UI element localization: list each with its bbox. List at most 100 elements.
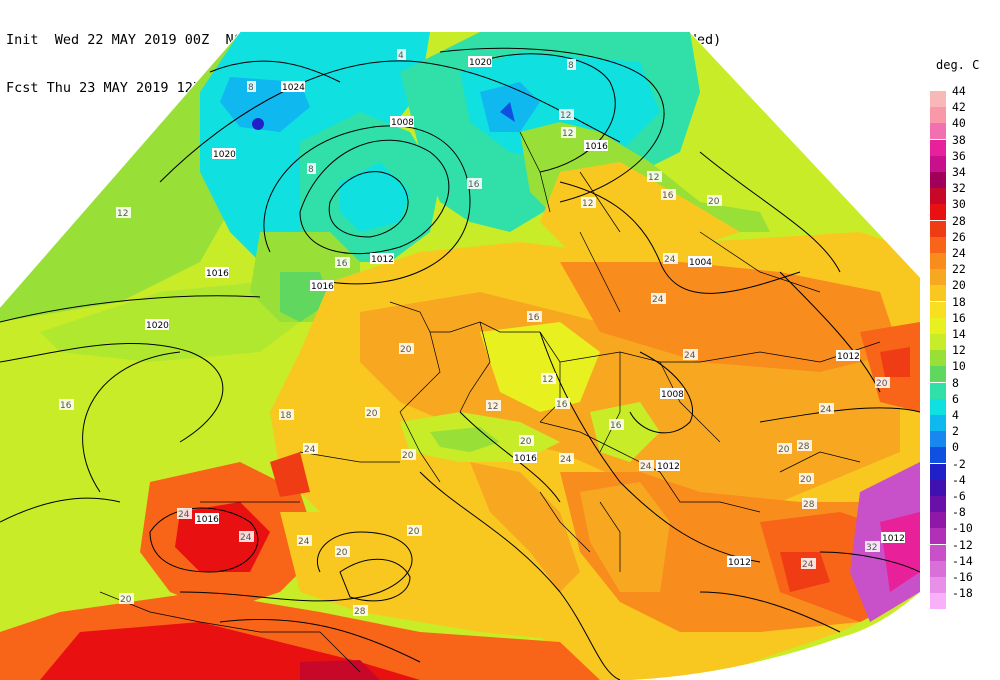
temp-label-bg xyxy=(683,349,698,360)
legend-swatch xyxy=(930,172,946,188)
legend-label: 18 xyxy=(952,294,966,309)
temp-label-bg xyxy=(177,508,192,519)
temp-label: 28 xyxy=(803,500,815,510)
isobar-label: 1016 xyxy=(514,454,537,464)
legend-swatch xyxy=(930,204,946,221)
legend-swatch xyxy=(930,463,946,480)
temp-label-bg xyxy=(335,546,350,557)
isobar-labels: 1024 1020 1008 1016 1012 1004 1016 1020 … xyxy=(145,56,905,568)
temperature-map: 1024 1020 1008 1016 1012 1004 1016 1020 … xyxy=(0,32,920,680)
temp-label-bg xyxy=(365,407,380,418)
legend-swatch xyxy=(930,415,946,431)
legend-label: 32 xyxy=(952,181,966,196)
legend-swatch xyxy=(930,220,946,237)
temp-label: 16 xyxy=(662,191,674,201)
legend-label: 40 xyxy=(952,116,966,131)
temp-label-bg xyxy=(559,109,574,120)
legend-swatch xyxy=(930,398,946,415)
temp-label-bg xyxy=(116,207,131,218)
temp-label-bg xyxy=(397,49,406,60)
temp-label-bg xyxy=(119,593,134,604)
temp-label: 24 xyxy=(802,560,814,570)
temp-label-bg xyxy=(399,343,414,354)
temp-label-bg xyxy=(247,81,256,92)
legend-label: 6 xyxy=(952,391,959,406)
isobar-label: 1004 xyxy=(689,258,712,268)
legend-swatch xyxy=(930,334,946,350)
legend-swatch xyxy=(930,236,946,253)
temp-label-bg xyxy=(707,195,722,206)
legend-swatch xyxy=(930,496,946,512)
legend-swatch xyxy=(930,139,946,156)
temp-label-bg xyxy=(559,453,574,464)
legend-label: 12 xyxy=(952,343,966,358)
legend-label: 22 xyxy=(952,262,966,277)
temp-label: 12 xyxy=(560,111,571,121)
temp-label: 24 xyxy=(304,445,316,455)
temp-label-bg xyxy=(875,377,890,388)
temp-label: 20 xyxy=(876,379,888,389)
isobar-label: 1016 xyxy=(585,142,608,152)
temp-label-bg xyxy=(663,253,678,264)
temp-label-bg xyxy=(661,189,676,200)
temp-label-bg xyxy=(819,403,834,414)
legend-swatch xyxy=(930,269,946,286)
legend-swatch xyxy=(930,560,946,577)
temp-label-bg xyxy=(581,197,596,208)
temp-label-bg xyxy=(555,398,570,409)
legend-label: 44 xyxy=(952,84,966,98)
legend-label: 14 xyxy=(952,327,966,341)
temp-label-bg xyxy=(407,525,422,536)
temp-label: 20 xyxy=(402,451,414,461)
country-borders xyxy=(99,131,881,673)
legend-swatch xyxy=(930,301,946,318)
legend-label: 26 xyxy=(952,229,966,244)
legend-swatch xyxy=(930,317,946,334)
isobar-label: 1012 xyxy=(837,352,860,362)
temp-label-bg xyxy=(609,419,624,430)
isobar-label: 1012 xyxy=(371,255,394,265)
temp-label-bg xyxy=(561,127,576,138)
legend-swatch xyxy=(930,512,946,529)
temp-label: 20 xyxy=(120,595,132,605)
legend-swatch xyxy=(930,447,946,464)
legend-label: 2 xyxy=(952,424,959,439)
legend-label: 16 xyxy=(952,310,966,325)
temp-label: 12 xyxy=(562,129,573,139)
legend-swatch xyxy=(930,285,946,302)
temp-label-bg xyxy=(239,531,254,542)
temp-label-bg xyxy=(797,440,812,451)
legend-title: deg. C xyxy=(936,58,980,72)
temp-label: 16 xyxy=(468,180,480,190)
temp-label: 24 xyxy=(240,533,252,543)
legend-label: 24 xyxy=(952,246,966,260)
legend-label: 4 xyxy=(952,408,959,422)
temp-label-bg xyxy=(647,171,662,182)
isobar-label: 1020 xyxy=(146,321,169,331)
temp-label-bg xyxy=(865,541,880,552)
legend-label: -18 xyxy=(952,586,973,601)
temp-label: 28 xyxy=(798,442,810,452)
temp-label: 20 xyxy=(708,197,720,207)
legend-label: 34 xyxy=(952,165,966,179)
isobar-label: 1012 xyxy=(882,534,905,544)
legend-swatch xyxy=(930,528,946,545)
temp-label-bg xyxy=(353,605,368,616)
legend-label: -16 xyxy=(952,570,973,584)
temp-label: 16 xyxy=(556,400,568,410)
temp-label: 24 xyxy=(560,455,572,465)
temp-label-bg xyxy=(59,399,74,410)
temp-label-bg xyxy=(303,443,318,454)
temp-label: 24 xyxy=(664,255,676,265)
temp-label-bg xyxy=(279,409,294,420)
temp-label: 16 xyxy=(336,259,348,269)
temp-label-bg xyxy=(777,443,792,454)
temp-label-bg xyxy=(297,535,312,546)
legend-label: -14 xyxy=(952,553,973,568)
temp-label-bg xyxy=(335,257,350,268)
temp-label: 24 xyxy=(684,351,696,361)
legend-label: -10 xyxy=(952,521,973,536)
temp-label: 12 xyxy=(117,209,128,219)
legend-label: -6 xyxy=(952,489,966,503)
temp-label-bg xyxy=(467,178,482,189)
